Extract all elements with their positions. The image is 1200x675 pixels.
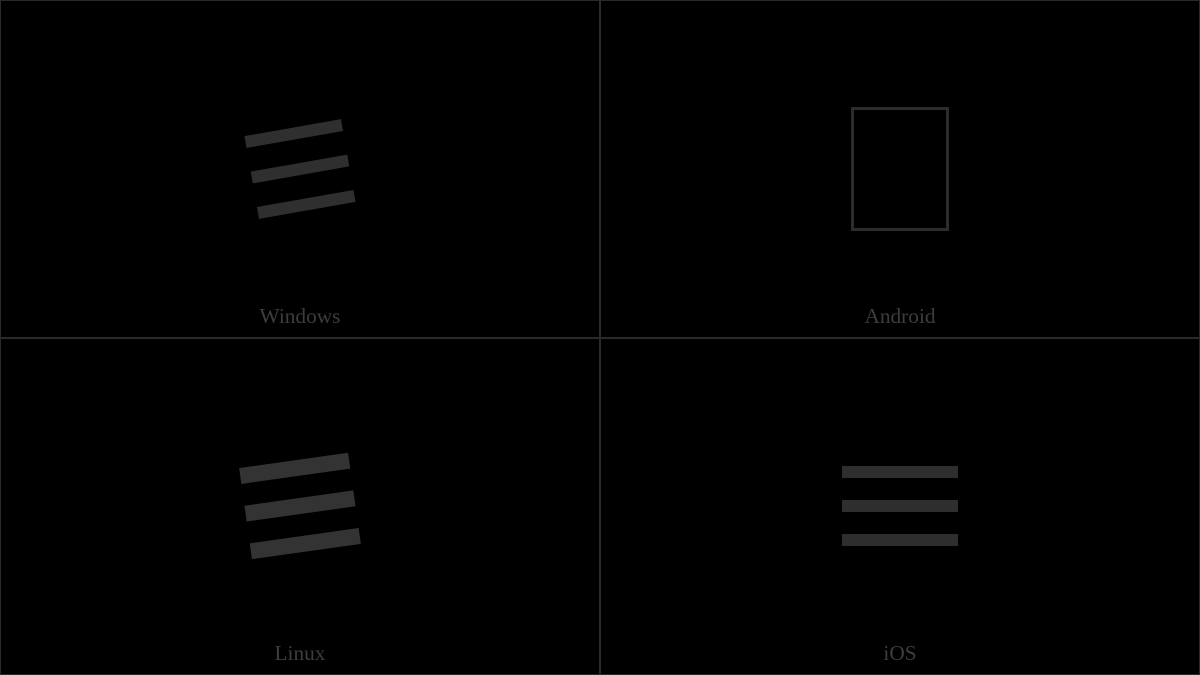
glyph-android — [830, 99, 970, 239]
cell-windows: Windows — [0, 0, 600, 338]
cell-linux: Linux — [0, 338, 600, 675]
bar-icon — [244, 491, 355, 522]
glyph-ios — [830, 436, 970, 576]
trigram-icon — [239, 453, 361, 559]
bar-icon — [239, 453, 350, 484]
platform-label: Android — [601, 304, 1199, 329]
platform-label: Linux — [1, 641, 599, 666]
platform-label: iOS — [601, 641, 1199, 666]
bar-icon — [250, 528, 361, 559]
trigram-icon — [842, 466, 958, 546]
platform-label: Windows — [1, 304, 599, 329]
cell-ios: iOS — [600, 338, 1200, 675]
bar-icon — [842, 500, 958, 512]
cell-android: Android — [600, 0, 1200, 338]
glyph-windows — [230, 99, 370, 239]
bar-icon — [251, 154, 350, 183]
bar-icon — [842, 534, 958, 546]
glyph-linux — [230, 436, 370, 576]
missing-glyph-icon — [851, 107, 949, 231]
bar-icon — [244, 119, 343, 148]
bar-icon — [257, 190, 356, 219]
bar-icon — [842, 466, 958, 478]
trigram-icon — [244, 119, 355, 219]
glyph-comparison-grid: Windows Android Linux iOS — [0, 0, 1200, 675]
